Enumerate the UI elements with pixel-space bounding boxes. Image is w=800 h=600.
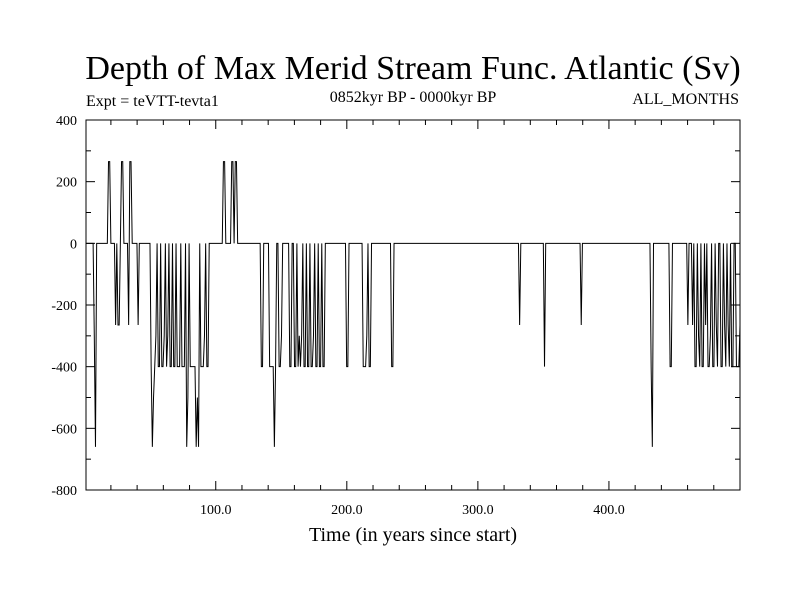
y-axis-ticks: -800 -600 -400 -200 0 200 400: [51, 114, 740, 499]
chart-title: Depth of Max Merid Stream Func. Atlantic…: [85, 50, 740, 87]
y-tick-label: -200: [51, 299, 77, 314]
series-line: [86, 161, 741, 447]
y-tick-label: -400: [51, 361, 77, 376]
experiment-label: Expt = teVTT-tevta1: [86, 93, 219, 110]
x-tick-label: 100.0: [200, 503, 232, 518]
plot-frame: [85, 119, 741, 491]
x-axis-label: Time (in years since start): [309, 524, 517, 546]
x-axis-ticks: 100.0 200.0 300.0 400.0: [110, 120, 741, 518]
period-label: 0852kyr BP - 0000kyr BP: [330, 89, 497, 106]
x-tick-label: 200.0: [331, 503, 363, 518]
x-tick-label: 400.0: [593, 503, 625, 518]
y-tick-label: 0: [70, 237, 77, 252]
y-tick-label: 200: [56, 176, 77, 191]
y-tick-label: -800: [51, 484, 77, 499]
months-label: ALL_MONTHS: [632, 91, 739, 108]
y-tick-label: 400: [56, 114, 77, 129]
y-tick-label: -600: [51, 422, 77, 437]
x-tick-label: 300.0: [462, 503, 494, 518]
series-layer: [86, 161, 741, 447]
